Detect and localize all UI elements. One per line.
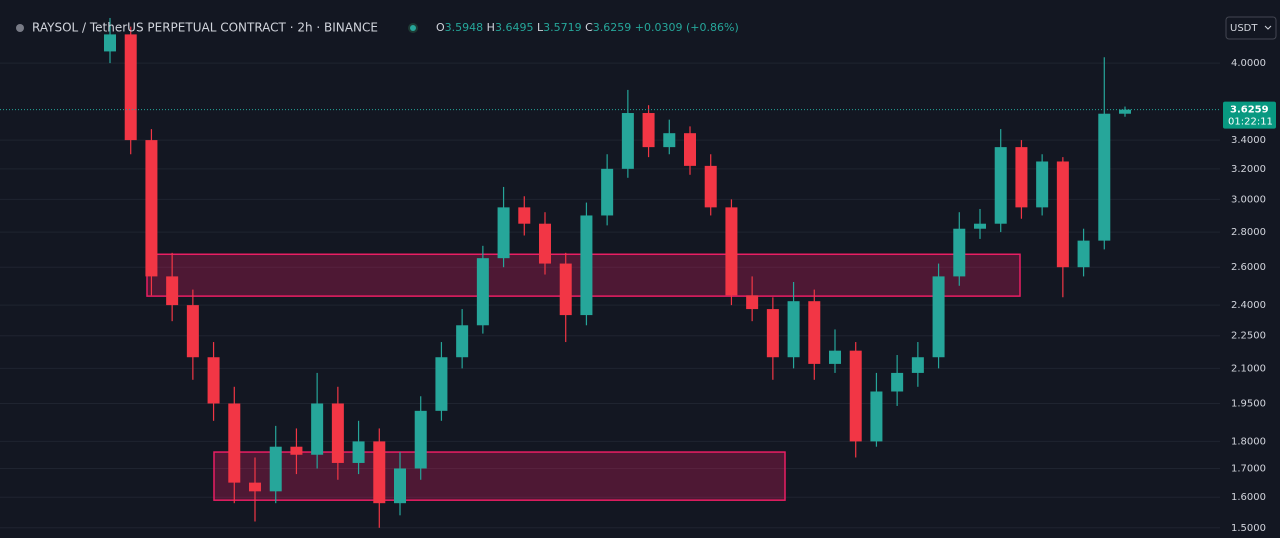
y-tick-label: 3.0000 bbox=[1231, 194, 1266, 205]
candle-body bbox=[331, 403, 344, 463]
ohlc-label: L bbox=[537, 21, 544, 34]
candles bbox=[104, 17, 1131, 528]
candle-body bbox=[207, 357, 220, 404]
candle-body bbox=[829, 350, 841, 364]
candle-body bbox=[290, 446, 303, 455]
candle-body bbox=[1098, 113, 1111, 241]
candle-body bbox=[994, 147, 1007, 224]
y-tick-label: 1.5000 bbox=[1231, 523, 1266, 534]
candle-body bbox=[104, 34, 116, 52]
candle-body bbox=[414, 410, 427, 469]
candle-body bbox=[373, 441, 386, 504]
candle-body bbox=[476, 258, 489, 326]
ohlc-label: O bbox=[436, 21, 445, 34]
axis: 4.0000 3.4000 3.2000 3.0000 2.8000 2.6000 2.40… bbox=[1223, 58, 1276, 534]
candle-body bbox=[518, 207, 531, 224]
zone bbox=[213, 451, 786, 501]
candle-body bbox=[249, 482, 261, 492]
price-axis bbox=[1220, 0, 1280, 538]
candle-body bbox=[1015, 147, 1028, 208]
y-tick-label: 2.6000 bbox=[1231, 262, 1266, 273]
ohlc-value: 3.6259 bbox=[593, 21, 632, 34]
candle-body bbox=[808, 301, 821, 364]
candle-body bbox=[124, 34, 137, 141]
candle-body bbox=[974, 223, 986, 229]
candle-body bbox=[311, 403, 324, 455]
price-tag bbox=[1223, 101, 1276, 129]
candle-body bbox=[684, 133, 696, 166]
candle-body bbox=[621, 113, 634, 169]
candle-body bbox=[663, 133, 676, 148]
y-tick-label: 1.8000 bbox=[1231, 436, 1266, 447]
candle-body bbox=[642, 113, 655, 148]
candle-body bbox=[787, 301, 800, 358]
ohlc-label: C bbox=[585, 21, 593, 34]
ohlc-legend: O3.5948 H3.6495 L3.5719 C3.6259 +0.0309 … bbox=[436, 21, 739, 34]
y-tick-label: 1.7000 bbox=[1231, 463, 1266, 474]
candle-body bbox=[186, 305, 199, 358]
candle-body bbox=[497, 207, 510, 259]
ohlc-label: H bbox=[487, 21, 495, 34]
candle-body bbox=[746, 295, 759, 310]
candle-body bbox=[145, 140, 158, 277]
candle-body bbox=[352, 441, 365, 463]
y-tick-label: 1.6000 bbox=[1231, 492, 1266, 503]
candle-body bbox=[1036, 161, 1049, 208]
candle-body bbox=[704, 165, 717, 208]
candle-body bbox=[228, 403, 241, 483]
candle-body bbox=[1077, 240, 1090, 268]
candle-body bbox=[870, 391, 883, 442]
candle-body bbox=[766, 309, 779, 358]
candle-body bbox=[1119, 109, 1131, 114]
candle-body bbox=[725, 207, 738, 296]
candle-body bbox=[932, 276, 945, 358]
price-tag-value: 3.6259 bbox=[1230, 105, 1269, 116]
status-dot bbox=[410, 25, 416, 31]
y-tick-label: 4.0000 bbox=[1231, 58, 1266, 69]
y-tick-label: 2.1000 bbox=[1231, 363, 1266, 374]
y-tick-label: 2.2500 bbox=[1231, 331, 1266, 342]
candle-body bbox=[166, 276, 179, 306]
candle-body bbox=[580, 215, 593, 316]
candle-body bbox=[559, 263, 572, 316]
ohlc-value: 3.5948 bbox=[445, 21, 484, 34]
candle-body bbox=[1056, 161, 1069, 268]
currency-chevron bbox=[1264, 25, 1272, 30]
currency-label: USDT bbox=[1230, 23, 1258, 34]
change: +0.0309 bbox=[635, 21, 683, 34]
candle-body bbox=[891, 372, 904, 392]
chart-title: RAYSOL / TetherUS PERPETUAL CONTRACT · 2… bbox=[32, 21, 378, 35]
candle-body bbox=[435, 357, 448, 411]
ohlc-value: 3.5719 bbox=[543, 21, 582, 34]
ohlc-value: 3.6495 bbox=[495, 21, 534, 34]
candle-body bbox=[456, 325, 469, 358]
candle-body bbox=[539, 223, 551, 264]
change-percent: (+0.86%) bbox=[686, 21, 739, 34]
y-tick-label: 2.8000 bbox=[1231, 227, 1266, 238]
candle-body bbox=[394, 468, 406, 504]
candle-body bbox=[911, 357, 924, 373]
candle-body bbox=[953, 228, 966, 277]
candle-body bbox=[849, 350, 862, 442]
y-tick-label: 2.4000 bbox=[1231, 300, 1266, 311]
y-tick-label: 1.9500 bbox=[1231, 398, 1266, 409]
currency-button[interactable] bbox=[1225, 16, 1277, 40]
countdown: 01:22:11 bbox=[1228, 117, 1273, 128]
y-tick-label: 3.4000 bbox=[1231, 135, 1266, 146]
y-tick-label: 3.2000 bbox=[1231, 164, 1266, 175]
candle-body bbox=[601, 168, 614, 216]
symbol-icon[interactable] bbox=[16, 24, 24, 32]
candle-body bbox=[269, 446, 282, 492]
